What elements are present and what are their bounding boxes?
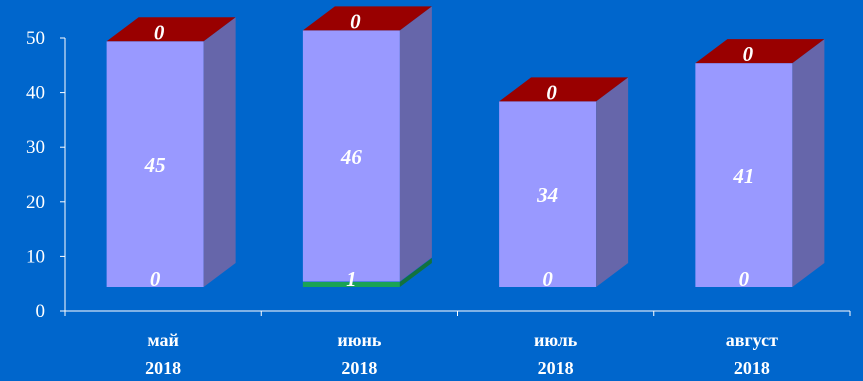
labels-layer: 45 0 0 май 2018 46 1 0 июнь 2018 34 0 0 июль 2018 41 0 0 а… bbox=[144, 9, 778, 378]
data-label: 34 bbox=[536, 183, 558, 207]
category-label: 2018 bbox=[538, 358, 574, 378]
data-label: 0 bbox=[743, 42, 754, 66]
bar-segment bbox=[499, 77, 628, 287]
data-label: 0 bbox=[546, 80, 557, 104]
category-label: август bbox=[726, 330, 778, 350]
bar-segment bbox=[107, 17, 236, 287]
bars-layer bbox=[107, 6, 825, 287]
category-label: 2018 bbox=[341, 358, 377, 378]
data-label: 0 bbox=[154, 20, 165, 44]
bar-side bbox=[204, 17, 236, 287]
data-label: 1 bbox=[346, 267, 357, 291]
y-tick-label: 50 bbox=[26, 28, 45, 49]
bar-side bbox=[596, 77, 628, 287]
y-tick-label: 30 bbox=[26, 137, 45, 158]
data-label: 45 bbox=[144, 153, 166, 177]
category-label: июль bbox=[534, 330, 578, 350]
y-tick-label: 40 bbox=[26, 83, 45, 104]
data-label: 0 bbox=[350, 9, 361, 33]
bar-side bbox=[792, 39, 824, 287]
category-label: 2018 bbox=[734, 358, 770, 378]
category-label: май bbox=[147, 330, 179, 350]
bar-side bbox=[400, 6, 432, 281]
y-tick-label: 10 bbox=[26, 246, 45, 267]
data-label: 46 bbox=[340, 145, 363, 169]
y-tick-label: 20 bbox=[26, 192, 45, 213]
bar-segment bbox=[695, 39, 824, 287]
data-label: 0 bbox=[739, 267, 750, 291]
data-label: 0 bbox=[150, 267, 161, 291]
category-label: июнь bbox=[337, 330, 381, 350]
bar-segment bbox=[303, 6, 432, 281]
data-label: 0 bbox=[542, 267, 553, 291]
data-label: 41 bbox=[732, 164, 754, 188]
category-label: 2018 bbox=[145, 358, 181, 378]
y-tick-label: 0 bbox=[36, 301, 46, 322]
